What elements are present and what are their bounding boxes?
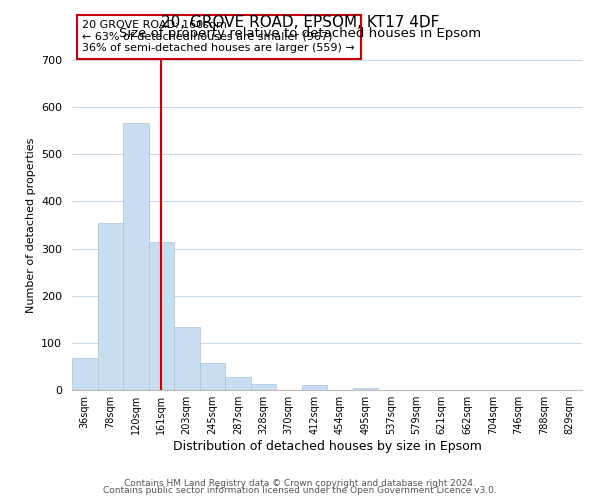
Bar [225,378,251,390]
Text: Size of property relative to detached houses in Epsom: Size of property relative to detached ho… [119,28,481,40]
Y-axis label: Number of detached properties: Number of detached properties [26,138,35,312]
Bar [251,384,276,390]
Bar [123,122,149,390]
Bar [199,363,225,390]
Bar [353,388,378,390]
Text: Contains public sector information licensed under the Open Government Licence v3: Contains public sector information licen… [103,486,497,495]
Text: 20, GROVE ROAD, EPSOM, KT17 4DF: 20, GROVE ROAD, EPSOM, KT17 4DF [161,15,439,30]
Bar [97,222,123,390]
X-axis label: Distribution of detached houses by size in Epsom: Distribution of detached houses by size … [173,440,481,453]
Text: 20 GROVE ROAD: 160sqm
← 63% of detached houses are smaller (967)
36% of semi-det: 20 GROVE ROAD: 160sqm ← 63% of detached … [82,20,355,54]
Bar [174,328,199,390]
Text: Contains HM Land Registry data © Crown copyright and database right 2024.: Contains HM Land Registry data © Crown c… [124,478,476,488]
Bar [72,358,97,390]
Bar [149,242,174,390]
Bar [302,386,327,390]
